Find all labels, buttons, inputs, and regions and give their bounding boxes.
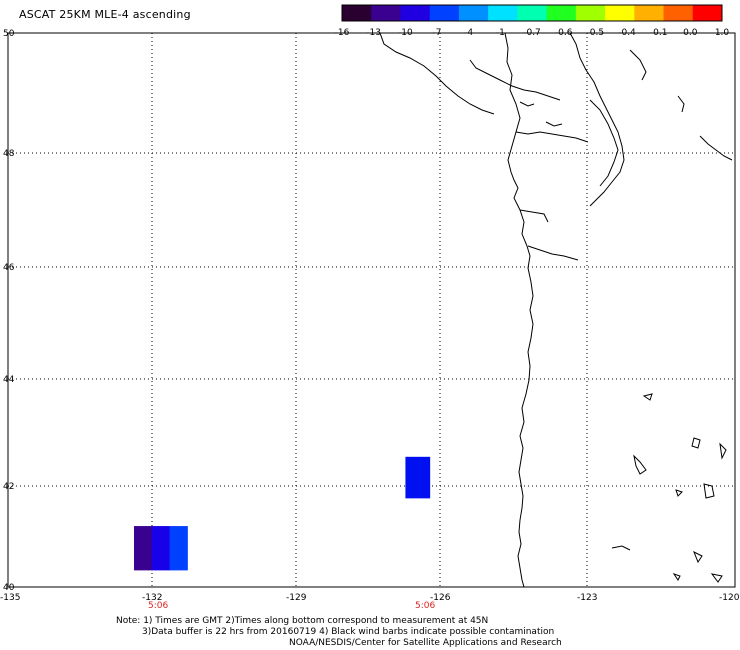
lat-label-44: 44	[3, 375, 15, 385]
colorbar-cell	[488, 5, 518, 21]
lat-label-42: 42	[3, 482, 14, 492]
note-line-3: NOAA/NESDIS/Center for Satellite Applica…	[289, 638, 562, 648]
colorbar-cell	[692, 5, 723, 21]
wind-swath-cell	[134, 526, 153, 571]
note-line-1: Note: 1) Times are GMT 2)Times along bot…	[116, 616, 489, 626]
lon-label-132: -132	[142, 593, 162, 603]
colorbar-cell	[634, 5, 665, 21]
colorbar-cell	[371, 5, 401, 21]
colorbar-cell	[342, 5, 372, 21]
colorbar-cell	[400, 5, 431, 21]
time-label: 5:06	[415, 601, 435, 611]
latitude-labels: 50 48 46 44 42 40	[3, 29, 15, 593]
note-line-2: 3)Data buffer is 22 hrs from 20160719 4)…	[142, 627, 555, 637]
lat-label-46: 46	[3, 263, 15, 273]
wind-swath-cell	[405, 456, 431, 499]
lon-label-120: -120	[719, 593, 740, 603]
wind-swath-cell	[151, 526, 171, 571]
colorbar-cell	[458, 5, 489, 21]
colorbar-cell	[517, 5, 548, 21]
wind-swaths	[134, 456, 431, 571]
coastline	[379, 32, 733, 588]
lat-label-40: 40	[3, 583, 15, 593]
colorbar-cell	[429, 5, 460, 21]
lon-label-123: -123	[577, 593, 597, 603]
time-labels: 5:06 5:06	[148, 601, 435, 611]
lon-label-126: -126	[430, 593, 451, 603]
colorbar-cell	[605, 5, 635, 21]
lon-label-135: -135	[0, 593, 20, 603]
time-label: 5:06	[148, 601, 168, 611]
map-title: ASCAT 25KM MLE-4 ascending	[19, 8, 191, 21]
colorbar-cell	[546, 5, 577, 21]
wind-swath-cell	[169, 526, 188, 571]
graticule	[8, 33, 735, 587]
map-frame	[7, 32, 736, 588]
colorbar-cell	[575, 5, 606, 21]
colorbar-cell	[663, 5, 694, 21]
lat-label-50: 50	[3, 29, 15, 39]
lat-label-48: 48	[3, 149, 15, 159]
longitude-labels: -135 -132 -129 -126 -123 -120	[0, 593, 740, 603]
lon-label-129: -129	[286, 593, 307, 603]
